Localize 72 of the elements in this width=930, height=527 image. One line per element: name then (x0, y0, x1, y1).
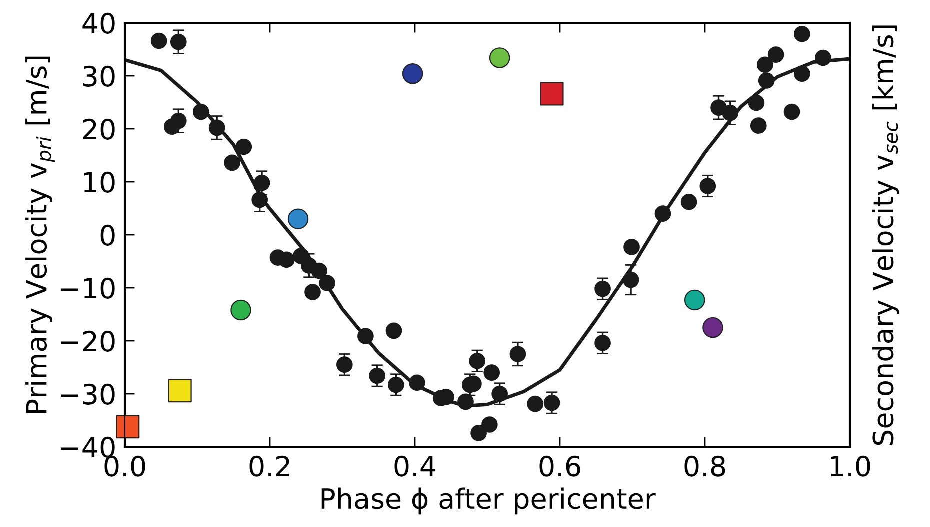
point (386, 322, 402, 340)
point (768, 46, 784, 63)
y-axis-title: Primary Velocity v$_{pri}$ [m/s] (26, 56, 56, 413)
point (336, 356, 353, 374)
point (594, 280, 611, 298)
x-tick-label: 0.6 (540, 456, 580, 477)
point (527, 396, 544, 412)
y-tick-label: −20 (60, 330, 115, 352)
point (388, 376, 404, 394)
point (311, 262, 328, 280)
point (750, 118, 767, 134)
point (236, 138, 252, 156)
y-tick-label: −40 (60, 436, 115, 458)
point (469, 352, 486, 370)
point (278, 252, 295, 268)
y-tick-label: 10 (84, 172, 115, 193)
x-tick-label: 0.8 (684, 456, 726, 477)
point (252, 192, 268, 208)
point (358, 328, 374, 344)
point (230, 300, 252, 321)
point (192, 104, 210, 120)
point (510, 346, 526, 362)
point (170, 112, 187, 130)
point (702, 317, 724, 338)
point (409, 374, 426, 392)
point (484, 364, 500, 381)
point (208, 120, 226, 136)
point (654, 206, 672, 222)
point (540, 82, 564, 106)
point (815, 50, 832, 66)
point (470, 425, 487, 442)
point (544, 394, 560, 412)
point (402, 64, 424, 84)
point (369, 368, 386, 384)
point (722, 104, 739, 122)
y-tick-label: 40 (82, 12, 115, 34)
point (116, 415, 140, 439)
point (758, 72, 775, 89)
point (594, 334, 611, 352)
point (150, 32, 168, 50)
x-tick-label: 0.0 (104, 456, 146, 477)
point (622, 272, 640, 288)
point (794, 26, 810, 42)
point (794, 66, 810, 82)
point (288, 208, 309, 230)
point (170, 34, 187, 50)
point (684, 290, 706, 311)
x-axis-title: Phase ϕ after pericenter (322, 488, 656, 515)
y-tick-label: 20 (83, 118, 115, 140)
point (482, 416, 498, 433)
y-tick-label: −10 (60, 278, 115, 299)
point (748, 94, 765, 112)
x-tick-label: 0.2 (250, 456, 290, 477)
point (784, 104, 800, 120)
y-tick-label: −30 (60, 384, 115, 405)
point (319, 275, 336, 292)
point (458, 394, 474, 410)
point (624, 239, 640, 256)
y2-axis-title: Secondary Velocity v$_{sec}$ [km/s] (872, 26, 900, 446)
x-tick-label: 1.0 (830, 456, 870, 477)
point (489, 48, 510, 68)
point (757, 56, 774, 74)
point (168, 379, 192, 403)
x-tick-label: 0.4 (394, 456, 436, 477)
point (254, 174, 270, 192)
point (700, 178, 716, 194)
point (304, 284, 321, 300)
y-tick-label: 30 (83, 66, 115, 87)
point (492, 386, 508, 402)
y-tick-label: 0 (100, 224, 115, 246)
point (224, 154, 240, 172)
point (680, 194, 698, 210)
